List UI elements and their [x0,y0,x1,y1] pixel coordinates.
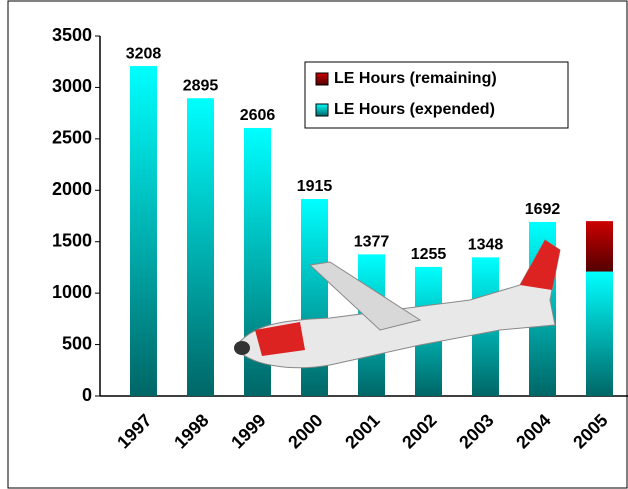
bar [130,66,157,396]
y-tick-label: 2000 [52,179,92,199]
bar [586,221,613,271]
data-label: 3208 [126,45,162,62]
y-tick-label: 1000 [52,282,92,302]
y-tick-label: 500 [62,333,92,353]
y-tick-label: 1500 [52,230,92,250]
legend-label: LE Hours (expended) [334,101,495,118]
aircraft-nose [234,341,250,355]
y-tick-label: 2500 [52,128,92,148]
data-label: 1255 [411,246,447,263]
data-label: 1348 [468,237,504,254]
legend: LE Hours (remaining) LE Hours (expended) [305,62,568,128]
chart: 0500100015002000250030003500320819972895… [0,0,628,489]
page: {"chart_data": {"type": "stacked-bar", "… [0,0,628,489]
data-label: 1692 [525,201,561,218]
y-tick-label: 3500 [52,25,92,45]
y-tick-label: 0 [82,385,92,405]
data-label: 1915 [297,178,333,195]
legend-swatch [316,73,328,85]
data-label: 1377 [354,234,390,251]
legend-label: LE Hours (remaining) [334,70,497,87]
data-label: 2606 [240,107,276,124]
data-label: 2895 [183,77,219,94]
y-tick-label: 3000 [52,76,92,96]
legend-swatch [316,104,328,116]
bar [586,272,613,396]
bar [187,98,214,396]
